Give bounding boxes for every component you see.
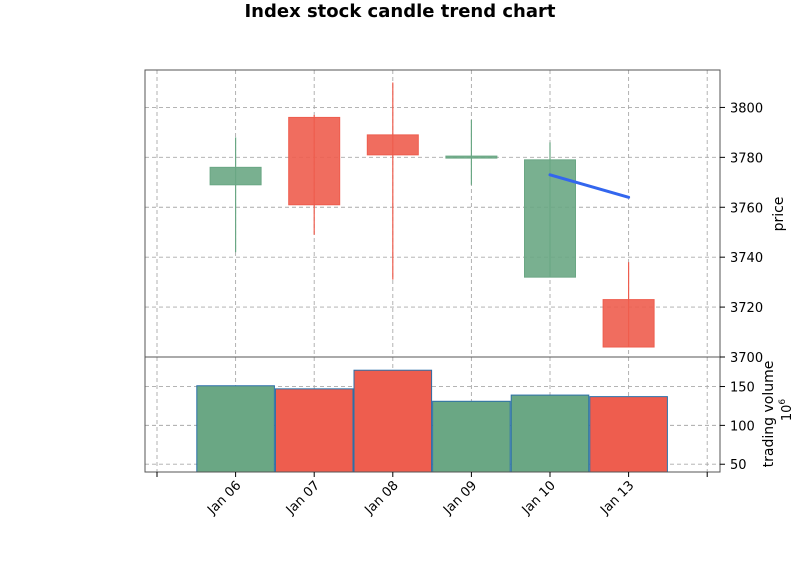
volume-axis-label: trading volume [761,361,777,468]
volume-axes-frame [144,356,721,473]
volume-unit-base: 10 [780,405,795,422]
candle-body [209,166,262,186]
volume-bars [196,369,668,473]
axes-frames [144,69,721,473]
volume-bar [432,400,511,473]
volume-unit-label: 106 [778,399,795,422]
volume-bar [196,385,275,473]
price-candles [209,82,655,348]
volume-bar [353,369,433,473]
date-tick-label: Jan 08 [362,478,402,518]
trend-line-segment [548,173,631,199]
price-tick-label: 3760 [730,201,763,216]
price-axis-ticks: 3700 3720 3740 3760 3780 3800 [720,101,763,366]
volume-tick-label: 150 [730,381,755,396]
volume-tick-label: 100 [730,419,755,434]
volume-bar [274,388,354,473]
volume-bar [589,396,668,473]
date-tick-label: Jan 13 [597,478,637,518]
candle-body [288,116,341,206]
price-tick-label: 3740 [730,251,763,266]
price-tick-label: 3800 [730,101,763,116]
volume-unit-exponent: 6 [778,399,788,405]
candle-body [366,134,419,156]
candle-body [602,299,655,348]
date-axis-ticks: Jan 06 Jan 07 Jan 08 Jan 09 Jan 10 Jan 13 [156,472,708,518]
price-tick-label: 3720 [730,301,763,316]
price-tick-label: 3700 [730,351,763,366]
price-tick-label: 3780 [730,151,763,166]
volume-tick-label: 50 [730,458,747,473]
trend-line [548,173,631,199]
volume-bar [510,394,590,473]
candle-body [524,159,576,278]
date-tick-label: Jan 10 [519,478,559,518]
chart-title: Index stock candle trend chart [244,1,555,22]
volume-axis-ticks: 50 100 150 [720,381,755,473]
date-tick-label: Jan 06 [204,478,244,518]
candle-body [445,155,498,159]
date-tick-label: Jan 09 [440,478,480,518]
price-axis-label: price [771,197,787,232]
date-tick-label: Jan 07 [283,478,323,518]
